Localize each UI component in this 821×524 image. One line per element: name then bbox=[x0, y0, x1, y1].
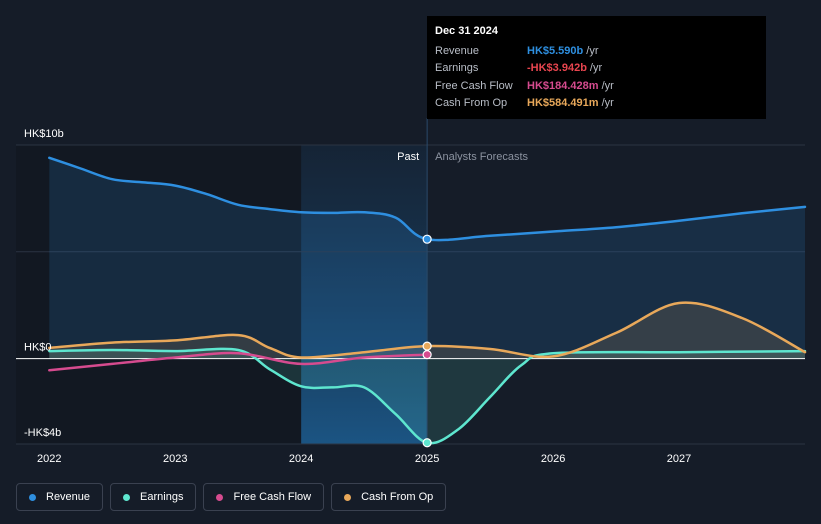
legend-item-free-cash-flow[interactable]: Free Cash Flow bbox=[203, 483, 325, 511]
area-cash-from-op bbox=[49, 302, 806, 359]
tooltip-row-value: HK$184.428m bbox=[527, 79, 599, 92]
tooltip-row-label: Revenue bbox=[435, 44, 480, 57]
x-tick-label: 2022 bbox=[37, 453, 61, 465]
tooltip-row-unit: /yr bbox=[586, 44, 599, 57]
line-free-cash-flow bbox=[48, 351, 429, 372]
region-label-forecast: Analysts Forecasts bbox=[435, 151, 528, 163]
highlight-band bbox=[301, 145, 428, 444]
x-tick-label: 2023 bbox=[163, 453, 187, 465]
line-cash-from-op bbox=[48, 301, 807, 359]
tooltip-row-value: -HK$3.942b bbox=[527, 62, 587, 75]
tooltip-row-label: Cash From Op bbox=[435, 97, 508, 110]
tooltip-row-value: HK$5.590b bbox=[527, 44, 584, 57]
x-tick-label: 2027 bbox=[667, 453, 691, 465]
series-lines bbox=[48, 156, 807, 445]
tooltip-date: Dec 31 2024 bbox=[435, 25, 498, 37]
region-label-past: Past bbox=[397, 151, 419, 163]
x-axis-labels: 2022 2023 2024 2025 2026 2027 bbox=[37, 453, 691, 465]
y-tick-label: -HK$4b bbox=[24, 427, 61, 439]
legend-item-label: Earnings bbox=[140, 491, 184, 503]
tooltip-row-value: HK$584.491m bbox=[527, 97, 599, 110]
legend-dot-icon bbox=[123, 493, 131, 501]
x-tick-label: 2024 bbox=[289, 453, 313, 465]
tooltip-row-unit: /yr bbox=[601, 97, 614, 110]
y-tick-label: HK$0 bbox=[24, 342, 52, 354]
legend-item-label: Free Cash Flow bbox=[233, 491, 312, 503]
tooltip-row-revenue: Revenue HK$5.590b /yr bbox=[435, 42, 758, 60]
y-tick-label: HK$10b bbox=[24, 128, 64, 140]
legend-item-earnings[interactable]: Earnings bbox=[110, 483, 197, 511]
legend-dot-icon bbox=[216, 493, 224, 501]
tooltip-row-label: Earnings bbox=[435, 62, 479, 75]
tooltip-row-earnings: Earnings -HK$3.942b /yr bbox=[435, 60, 758, 78]
tooltip-row-unit: /yr bbox=[589, 62, 603, 75]
legend-dot-icon bbox=[344, 493, 352, 501]
legend-item-label: Cash From Op bbox=[361, 491, 434, 503]
x-tick-label: 2025 bbox=[415, 453, 439, 465]
legend-dot-icon bbox=[29, 493, 36, 501]
marker-revenue bbox=[422, 234, 432, 244]
marker-earnings bbox=[422, 438, 432, 448]
y-axis-labels: HK$10b HK$0 -HK$4b bbox=[24, 128, 64, 439]
tooltip-row-free-cash-flow: Free Cash Flow HK$184.428m /yr bbox=[435, 77, 758, 95]
x-tick-label: 2026 bbox=[541, 453, 565, 465]
tooltip-row-cash-from-op: Cash From Op HK$584.491m /yr bbox=[435, 95, 758, 113]
tooltip: Dec 31 2024 Revenue HK$5.590b /yr Earnin… bbox=[427, 16, 766, 119]
legend-item-label: Revenue bbox=[46, 491, 91, 503]
legend-item-revenue[interactable]: Revenue bbox=[16, 483, 104, 511]
gridlines bbox=[16, 144, 805, 445]
marker-free-cash-flow bbox=[422, 350, 432, 360]
series-markers bbox=[422, 234, 432, 448]
marker-cash-from-op bbox=[422, 341, 432, 351]
tooltip-row-label: Free Cash Flow bbox=[435, 79, 513, 92]
tooltip-row-unit: /yr bbox=[601, 79, 614, 92]
legend: Revenue Earnings Free Cash Flow Cash Fro… bbox=[16, 483, 447, 511]
line-revenue bbox=[48, 156, 807, 242]
legend-item-cash-from-op[interactable]: Cash From Op bbox=[331, 483, 447, 511]
line-earnings bbox=[48, 347, 807, 445]
